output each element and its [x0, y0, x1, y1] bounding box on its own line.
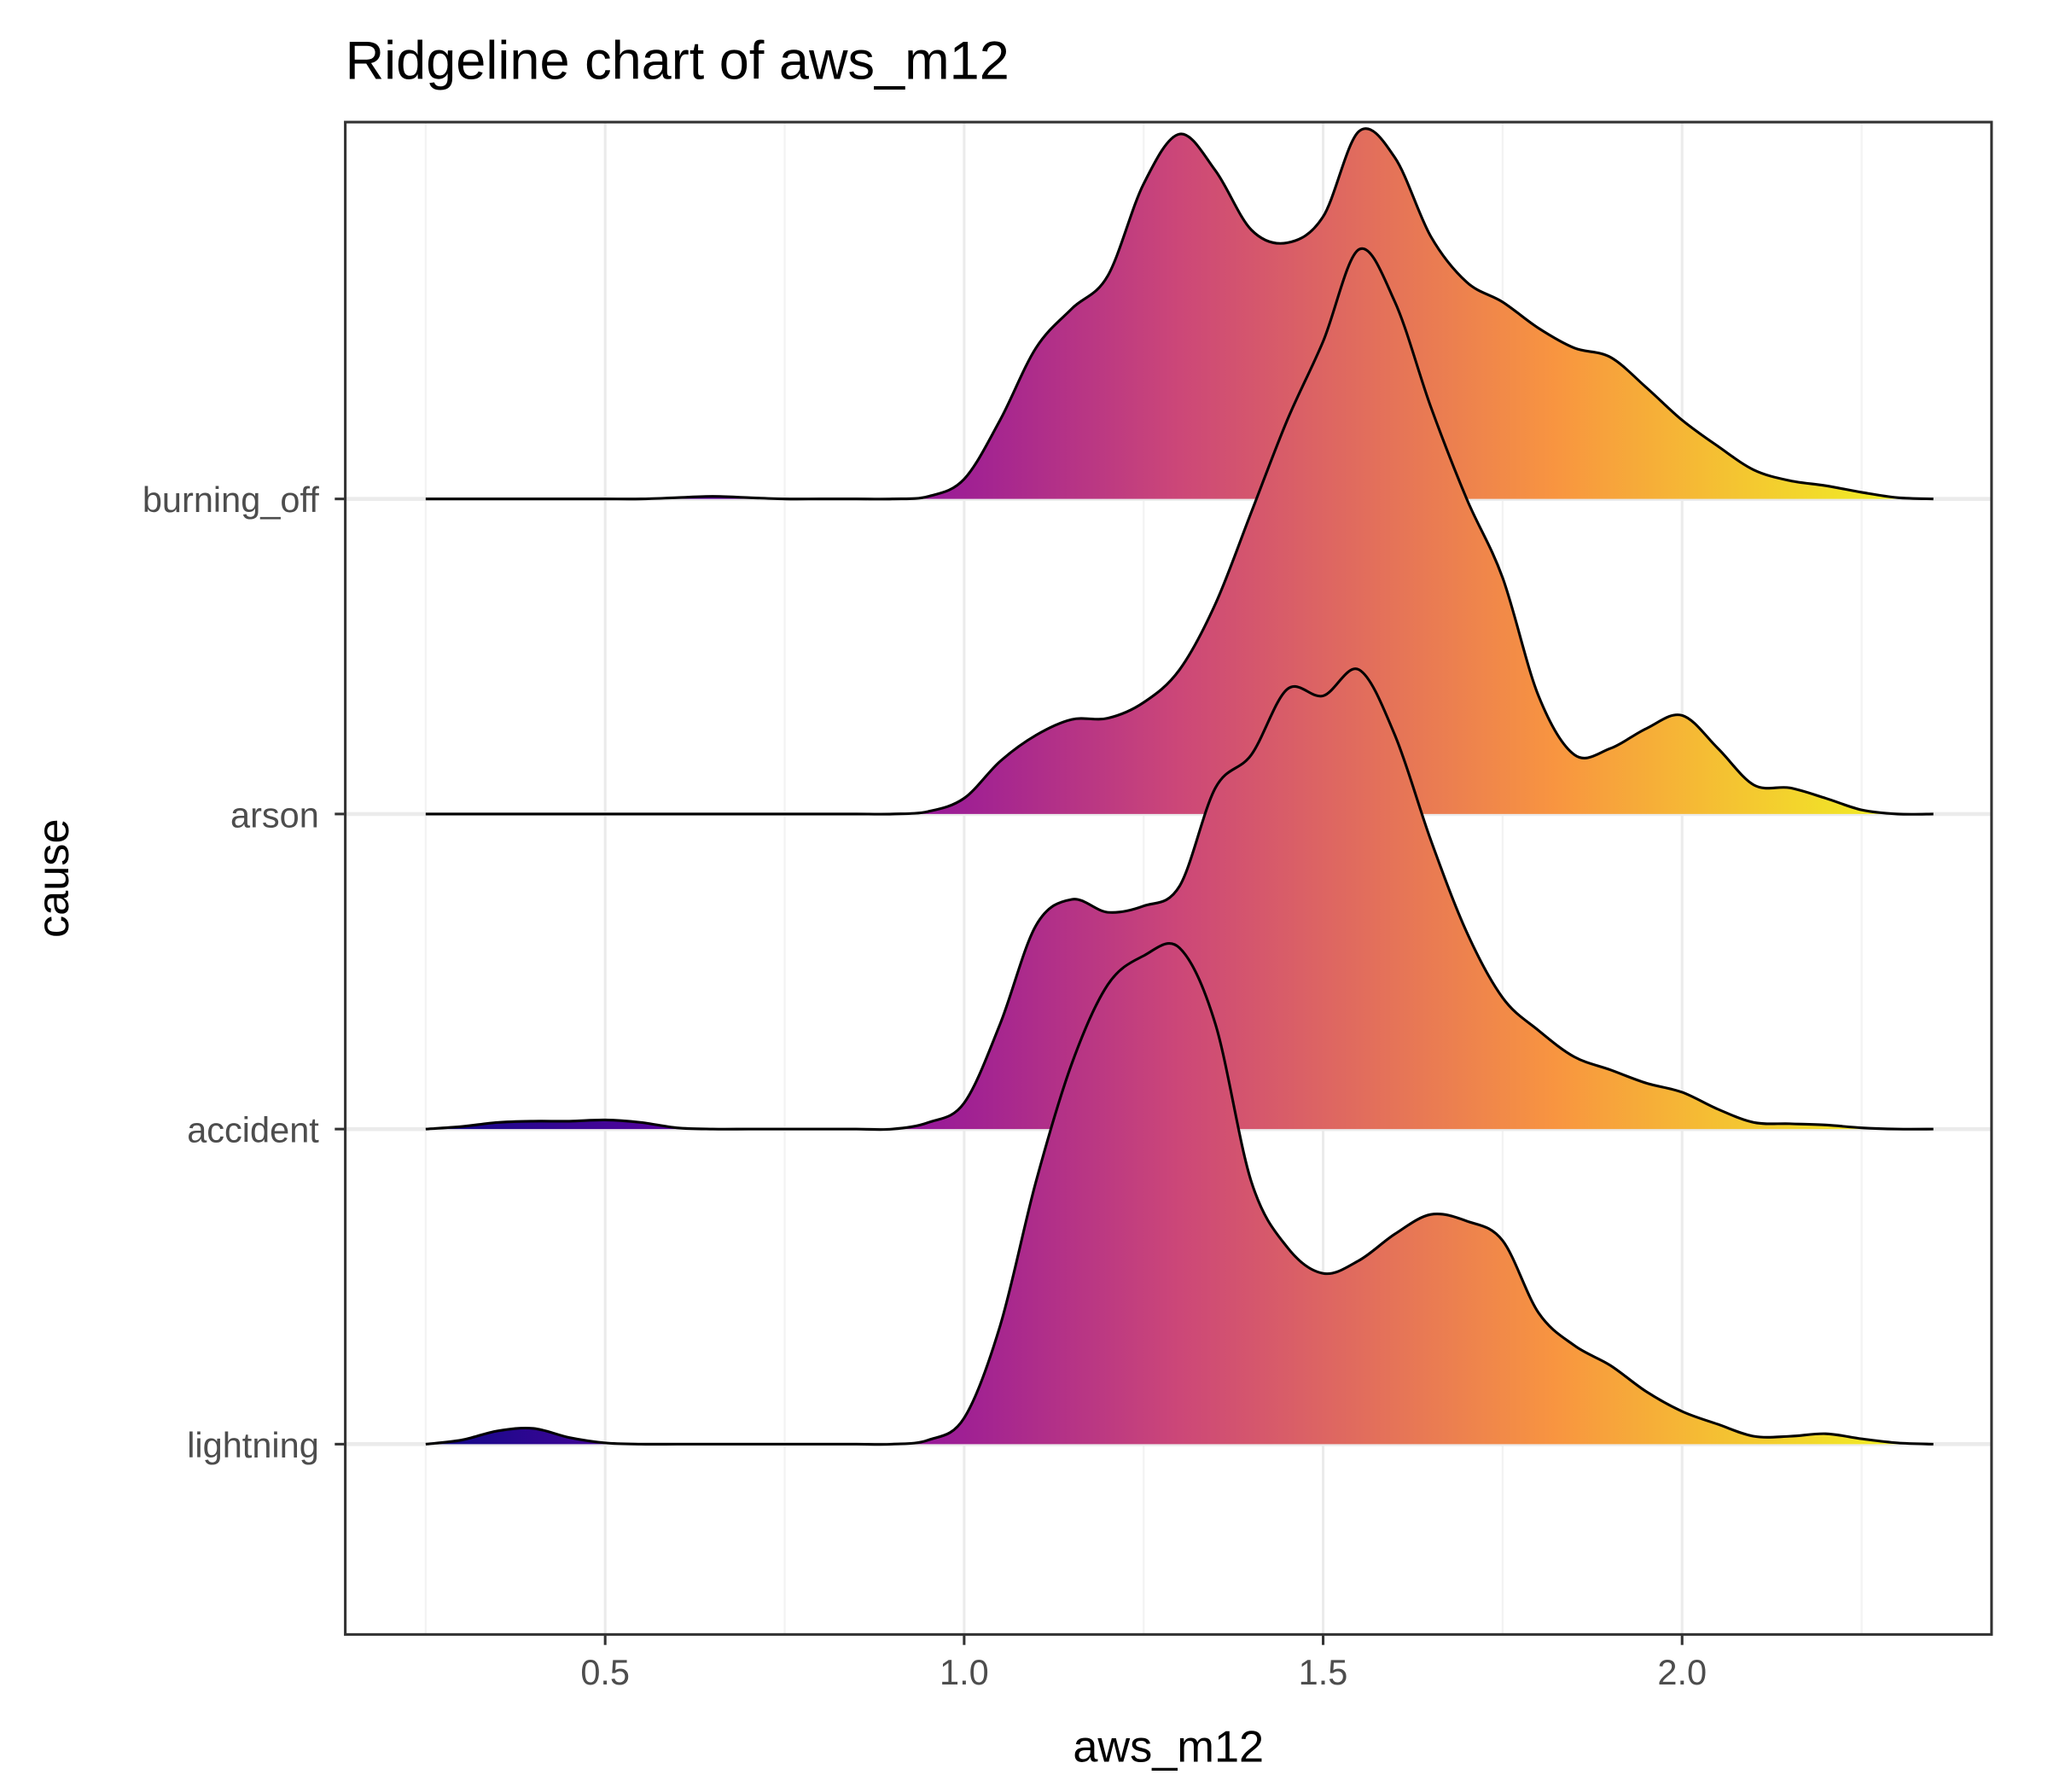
- ridge-line: [425, 942, 1934, 1446]
- x-tick-label: 0.5: [580, 1652, 630, 1692]
- ridge-line: [425, 127, 1934, 501]
- ridge-area: [425, 668, 1934, 1130]
- panel-border: [344, 120, 1993, 1636]
- axes: 0.5 1.0 1.5 2.0 lightning accident arson burnin…: [143, 120, 1993, 1692]
- x-tick-label: 1.5: [1299, 1652, 1348, 1692]
- x-tick-label: 1.0: [940, 1652, 989, 1692]
- y-tick-label: burning_off: [143, 480, 319, 520]
- y-axis-title: cause: [29, 818, 79, 938]
- ridge-area: [425, 943, 1934, 1445]
- ridge-line: [425, 247, 1934, 816]
- x-axis-title: aws_m12: [1073, 1723, 1264, 1772]
- ridges: [425, 127, 1934, 1446]
- y-tick-label: lightning: [187, 1425, 319, 1465]
- ridge-line: [425, 667, 1934, 1132]
- ridge-area: [425, 248, 1934, 815]
- chart-title: Ridgeline chart of aws_m12: [346, 31, 1009, 90]
- ridge-area: [425, 128, 1934, 499]
- y-tick-label: accident: [187, 1110, 319, 1150]
- y-tick-label: arson: [230, 794, 319, 835]
- x-tick-label: 2.0: [1657, 1652, 1707, 1692]
